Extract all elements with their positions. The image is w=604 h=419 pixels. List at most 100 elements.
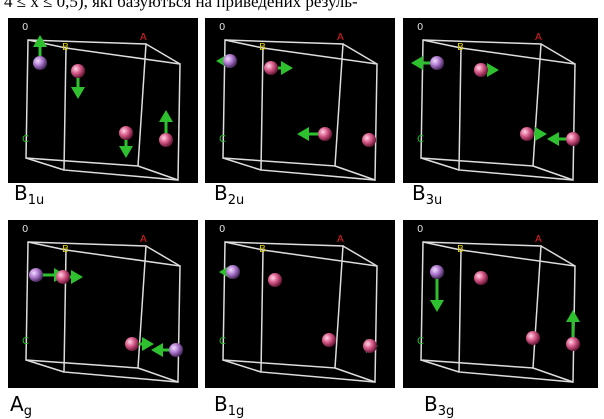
arrow-head [159, 110, 173, 122]
caption-sub: g [24, 404, 32, 419]
atom [119, 126, 133, 140]
cell-edge [334, 165, 376, 181]
top-text: 4 ≤ x ≤ 0,5), які базуються на приведени… [4, 0, 358, 11]
axis-letter: A [535, 32, 542, 43]
cell-edge [224, 241, 264, 251]
panel-caption: B3g [424, 392, 454, 419]
cell-edge [422, 39, 462, 49]
cell-edge [342, 43, 378, 65]
caption-main: B [14, 181, 28, 205]
axis-letter: A [535, 234, 542, 245]
panel: 0 B A C [8, 220, 198, 388]
panel: 0 B A C [403, 220, 598, 388]
cell-edge [532, 165, 574, 181]
atom [520, 127, 534, 141]
caption-sub: 3g [438, 404, 455, 419]
arrow-head [33, 35, 47, 47]
atom [71, 64, 85, 78]
atom [526, 331, 540, 345]
axis-letter: B [62, 244, 69, 255]
atom [566, 337, 580, 351]
panel-caption: B3u [412, 181, 442, 208]
arrow-head [535, 127, 547, 141]
axis-letter: B [259, 244, 266, 255]
panel-caption: B2u [214, 181, 244, 208]
arrow-head [71, 87, 85, 99]
arrow-head [151, 343, 163, 357]
cell-edge [532, 367, 574, 383]
cell-edge [342, 245, 378, 267]
axis-letter: A [337, 32, 344, 43]
atom [362, 133, 376, 147]
axis-letter: C [219, 134, 226, 145]
arrow-head [566, 310, 580, 322]
cell-edge [420, 157, 460, 171]
atom [264, 61, 278, 75]
caption-main: B [214, 392, 228, 416]
atom [474, 63, 488, 77]
atom [268, 273, 282, 287]
axis-letter: B [457, 42, 464, 53]
panel: 0 B A C [205, 220, 395, 388]
panel-caption: B1g [214, 392, 244, 419]
axis-letter: 0 [417, 22, 423, 33]
panel-background [205, 18, 395, 183]
cell-edge [27, 241, 67, 251]
axis-letter: A [140, 32, 147, 43]
panel: 0 B A C [403, 18, 598, 183]
caption-sub: 2u [228, 193, 245, 208]
cell-edge [137, 367, 179, 383]
arrow-head [430, 300, 444, 312]
axis-letter: B [259, 42, 266, 53]
atom [169, 343, 183, 357]
atom [223, 54, 237, 68]
axis-letter: C [22, 336, 29, 347]
panel-caption: Ag [10, 392, 32, 419]
cell-edge [145, 245, 181, 267]
arrow-head [281, 61, 293, 75]
axis-letter: 0 [417, 224, 423, 235]
atom [33, 56, 47, 70]
atom [159, 133, 173, 147]
atom [430, 56, 444, 70]
cell-edge [27, 39, 67, 49]
arrow-head [487, 63, 499, 77]
arrow-head [297, 127, 309, 141]
atom [56, 270, 70, 284]
caption-main: B [412, 181, 426, 205]
arrow-head [119, 146, 133, 158]
atom [474, 271, 488, 285]
cell-edge [137, 165, 179, 181]
panel: 0 B A C [8, 18, 198, 183]
atom [566, 132, 580, 146]
panel-background [403, 18, 598, 183]
caption-main: B [424, 392, 438, 416]
axis-letter: 0 [22, 224, 28, 235]
atom [226, 265, 240, 279]
cell-edge [334, 367, 376, 383]
cell-edge [224, 39, 264, 49]
axis-letter: C [417, 336, 424, 347]
arrow-head [547, 132, 559, 146]
axis-letter: C [22, 134, 29, 145]
atom [322, 333, 336, 347]
caption-main: B [214, 181, 228, 205]
caption-sub: 1g [228, 404, 245, 419]
axis-letter: C [417, 134, 424, 145]
arrow-head [142, 337, 154, 351]
panel: 0 B A C [205, 18, 395, 183]
atom [29, 268, 43, 282]
cell-edge [222, 359, 262, 373]
cell-edge [145, 43, 181, 65]
axis-letter: 0 [219, 224, 225, 235]
cell-edge [25, 157, 65, 171]
panel-background [8, 220, 198, 388]
arrow-head [411, 56, 423, 70]
cell-edge [540, 43, 576, 65]
atom [125, 337, 139, 351]
cell-edge [420, 359, 460, 373]
caption-sub: 1u [28, 193, 45, 208]
axis-letter: 0 [22, 22, 28, 33]
panel-caption: B1u [14, 181, 44, 208]
panel-background [205, 220, 395, 388]
